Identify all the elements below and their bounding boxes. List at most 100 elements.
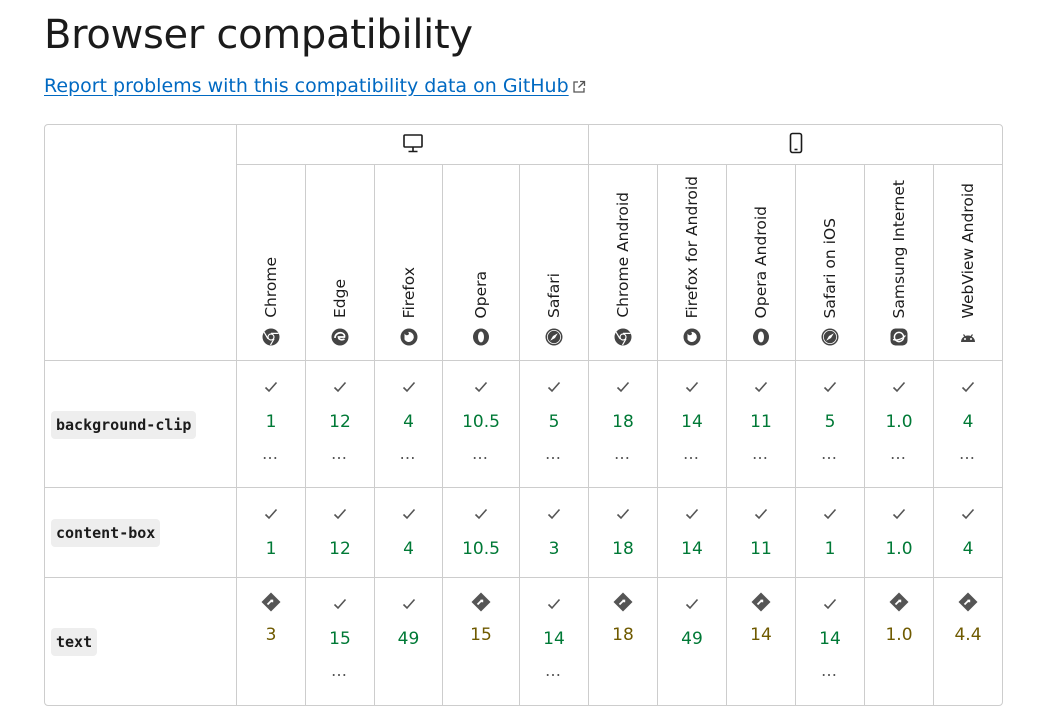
support-cell[interactable]: 10.5… bbox=[443, 361, 520, 488]
chrome-icon bbox=[262, 328, 280, 350]
support-cell[interactable]: 1.0… bbox=[865, 361, 934, 488]
support-cell-inner: 4.4 bbox=[934, 578, 1002, 645]
support-cell[interactable]: 11 bbox=[727, 488, 796, 578]
browser-header: WebView Android bbox=[934, 165, 1002, 361]
version-added: 4 bbox=[403, 412, 414, 432]
support-cell[interactable]: 3 bbox=[520, 488, 589, 578]
support-cell-inner: 4… bbox=[375, 361, 442, 462]
firefox-icon bbox=[400, 328, 418, 350]
support-cell[interactable]: 4 bbox=[934, 488, 1002, 578]
version-added: 14 bbox=[681, 412, 703, 432]
more-notes-toggle[interactable]: … bbox=[545, 661, 563, 680]
check-icon bbox=[685, 594, 699, 614]
browser-header: Chrome Android bbox=[589, 165, 658, 361]
support-cell[interactable]: 5… bbox=[796, 361, 865, 488]
browser-name: Opera Android bbox=[752, 205, 770, 318]
support-cell[interactable]: 4… bbox=[375, 361, 443, 488]
more-notes-toggle[interactable]: … bbox=[959, 444, 977, 463]
check-icon bbox=[892, 377, 906, 397]
version-added: 1 bbox=[824, 539, 836, 559]
table-corner bbox=[45, 125, 237, 361]
more-notes-toggle[interactable]: … bbox=[331, 444, 349, 463]
support-cell[interactable]: 1 bbox=[237, 488, 306, 578]
support-cell-inner: 11 … bbox=[727, 361, 795, 462]
support-cell-inner: 15 bbox=[443, 578, 519, 645]
support-cell-inner: 12 … bbox=[306, 361, 374, 462]
check-icon bbox=[547, 377, 561, 397]
version-added: 15 bbox=[470, 625, 492, 645]
support-cell[interactable]: 5… bbox=[520, 361, 589, 488]
external-link-icon bbox=[573, 80, 585, 93]
browser-name: Firefox for Android bbox=[683, 175, 701, 318]
support-cell[interactable]: 4… bbox=[934, 361, 1002, 488]
more-notes-toggle[interactable]: … bbox=[614, 444, 632, 463]
support-cell[interactable]: 1… bbox=[237, 361, 306, 488]
more-notes-toggle[interactable]: … bbox=[821, 661, 839, 680]
support-cell[interactable]: 14… bbox=[796, 578, 865, 705]
version-added: 5 bbox=[824, 412, 836, 432]
support-cell-inner: 1… bbox=[237, 361, 305, 462]
more-notes-toggle[interactable]: … bbox=[262, 444, 280, 463]
more-notes-toggle[interactable]: … bbox=[399, 444, 418, 463]
browser-header-inner: Safari on iOS bbox=[796, 165, 864, 360]
browser-header-inner: WebView Android bbox=[934, 165, 1002, 360]
support-cell[interactable]: 3 bbox=[237, 578, 306, 705]
support-cell[interactable]: 15 bbox=[443, 578, 520, 705]
feature-name[interactable]: text bbox=[51, 628, 98, 656]
version-added: 12 bbox=[329, 412, 351, 432]
opera-icon bbox=[752, 328, 770, 350]
partial-support-icon bbox=[888, 592, 910, 612]
browser-header-inner: Opera bbox=[443, 165, 519, 360]
support-cell[interactable]: 18… bbox=[589, 361, 658, 488]
support-cell[interactable]: 11 … bbox=[727, 361, 796, 488]
platform-header-desktop bbox=[237, 125, 589, 165]
more-notes-toggle[interactable]: … bbox=[821, 444, 839, 463]
desktop-icon bbox=[402, 133, 424, 157]
support-cell[interactable]: 49 bbox=[375, 578, 443, 705]
support-cell-inner: 11 bbox=[727, 488, 795, 559]
version-added: 49 bbox=[681, 629, 703, 649]
support-cell[interactable]: 10.5 bbox=[443, 488, 520, 578]
support-cell-inner: 10.5 bbox=[443, 488, 519, 559]
partial-support-icon bbox=[612, 592, 634, 612]
support-cell[interactable]: 14 bbox=[658, 488, 727, 578]
feature-name[interactable]: content-box bbox=[51, 519, 161, 547]
support-cell[interactable]: 4.4 bbox=[934, 578, 1002, 705]
support-cell[interactable]: 14 … bbox=[658, 361, 727, 488]
support-cell-inner: 1.0… bbox=[865, 361, 933, 462]
support-cell[interactable]: 14 bbox=[727, 578, 796, 705]
support-cell[interactable]: 1.0 bbox=[865, 488, 934, 578]
more-notes-toggle[interactable]: … bbox=[752, 444, 770, 463]
version-added: 4.4 bbox=[954, 625, 982, 645]
support-cell[interactable]: 18 bbox=[589, 488, 658, 578]
more-notes-toggle[interactable]: … bbox=[890, 444, 908, 463]
browser-header-inner: Opera Android bbox=[727, 165, 795, 360]
support-cell-inner: 5… bbox=[796, 361, 864, 462]
support-cell-inner: 5… bbox=[520, 361, 588, 462]
page-title: Browser compatibility bbox=[44, 12, 473, 58]
more-notes-toggle[interactable]: … bbox=[331, 661, 349, 680]
support-cell[interactable]: 4 bbox=[375, 488, 443, 578]
version-added: 11 bbox=[750, 412, 772, 432]
support-cell[interactable]: 1 bbox=[796, 488, 865, 578]
browser-name: Firefox bbox=[399, 266, 418, 318]
support-cell[interactable]: 12 … bbox=[306, 361, 375, 488]
more-notes-toggle[interactable]: … bbox=[683, 444, 701, 463]
check-icon bbox=[333, 594, 347, 614]
support-cell[interactable]: 1.0 bbox=[865, 578, 934, 705]
support-cell[interactable]: 18 bbox=[589, 578, 658, 705]
support-cell[interactable]: 14… bbox=[520, 578, 589, 705]
support-cell[interactable]: 12 bbox=[306, 488, 375, 578]
report-problems-link[interactable]: Report problems with this compatibility … bbox=[44, 73, 586, 99]
support-cell[interactable]: 15… bbox=[306, 578, 375, 705]
support-cell[interactable]: 49 bbox=[658, 578, 727, 705]
support-cell-inner: 1 bbox=[796, 488, 864, 559]
browser-header-inner: Chrome Android bbox=[589, 165, 657, 360]
partial-support-icon bbox=[470, 592, 492, 612]
support-cell-inner: 18 bbox=[589, 578, 657, 645]
more-notes-toggle[interactable]: … bbox=[472, 444, 490, 463]
support-cell-inner: 14 bbox=[727, 578, 795, 645]
feature-name[interactable]: background-clip bbox=[51, 410, 197, 439]
more-notes-toggle[interactable]: … bbox=[545, 444, 563, 463]
partial-support-icon bbox=[957, 592, 979, 612]
